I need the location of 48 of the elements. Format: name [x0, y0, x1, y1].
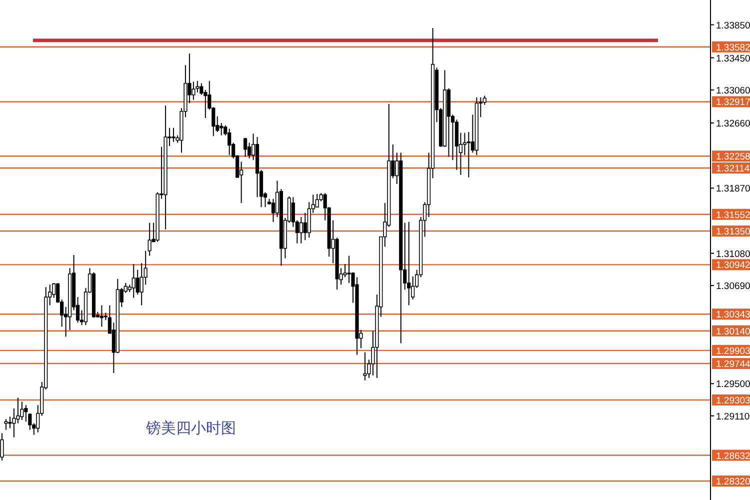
- candlestick: [20, 401, 24, 420]
- candlestick: [172, 127, 176, 142]
- candlestick: [4, 418, 8, 430]
- candlestick: [192, 81, 196, 100]
- candlestick: [100, 304, 104, 328]
- ref-line-label: 1.31350: [716, 226, 750, 238]
- candlestick: [363, 352, 367, 381]
- ref-line-label: 1.32114: [716, 163, 750, 174]
- candlestick: [299, 216, 303, 244]
- y-tick-label: 1.29110: [716, 411, 750, 422]
- candlestick: [132, 264, 136, 298]
- candlestick: [303, 212, 307, 241]
- ref-line-label: 1.29303: [716, 395, 750, 406]
- ref-line-label: 1.28632: [716, 450, 750, 462]
- ref-line-label: 1.32917: [716, 97, 750, 108]
- annotation: 镑美四小时图: [145, 419, 236, 437]
- candlestick: [407, 221, 411, 306]
- candlestick: [466, 132, 470, 178]
- y-tick-label: 1.33850: [716, 20, 750, 32]
- ref-line-label: 1.33582: [716, 42, 750, 54]
- ref-line-label: 1.29903: [716, 346, 750, 357]
- ref-line-label: 1.29744: [716, 359, 750, 370]
- ref-line-label: 1.30140: [716, 326, 750, 338]
- y-tick-label: 1.31870: [716, 184, 750, 195]
- candlestick: [482, 95, 486, 106]
- ref-line-label: 1.30343: [716, 310, 750, 321]
- candlestick: [347, 255, 351, 284]
- y-tick-label: 1.31080: [716, 248, 750, 260]
- candlestick: [136, 269, 140, 296]
- candlestick: [244, 137, 248, 158]
- y-tick-label: 1.29500: [716, 379, 750, 390]
- candlestick: [315, 193, 319, 208]
- candlestick: [24, 404, 28, 422]
- candlestick: [0, 432, 4, 461]
- candlestick: [148, 222, 152, 256]
- ref-line-label: 1.28320: [716, 476, 750, 488]
- candlestick: [248, 142, 252, 159]
- ref-line-label: 1.30942: [716, 260, 750, 272]
- y-tick-label: 1.30690: [716, 280, 750, 292]
- y-tick-label: 1.33450: [716, 53, 750, 64]
- candlestick: [8, 416, 12, 429]
- ref-line-label: 1.31552: [716, 210, 750, 221]
- candlestick: [220, 122, 224, 136]
- ref-line-label: 1.32258: [716, 152, 750, 163]
- y-tick-label: 1.33060: [716, 85, 750, 96]
- y-tick-label: 1.32660: [716, 118, 750, 130]
- candlestick: [228, 128, 232, 156]
- candlestick: [200, 82, 204, 96]
